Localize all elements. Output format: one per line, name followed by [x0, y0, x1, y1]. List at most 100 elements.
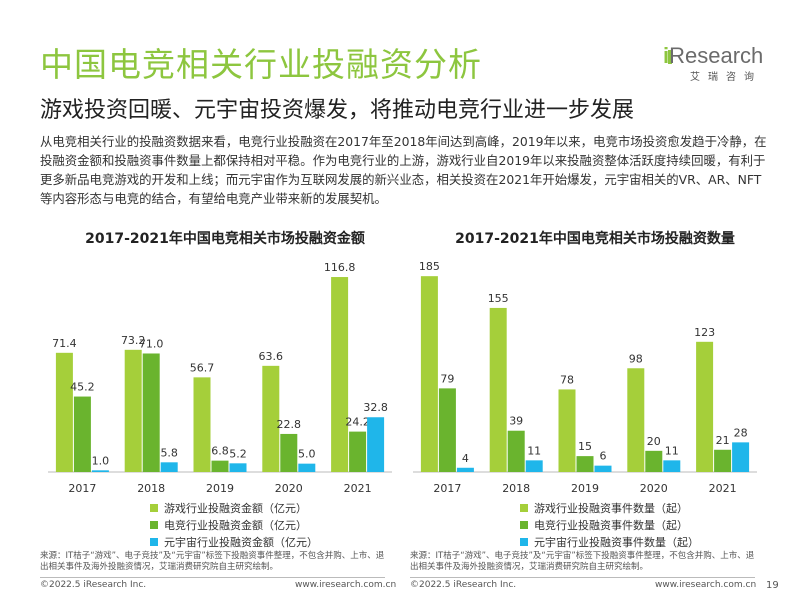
footer-copyright-left: ©2022.5 iResearch Inc. [40, 580, 147, 590]
legend-item: 元宇宙行业投融资事件数量（起） [520, 534, 699, 551]
legend-item: 游戏行业投融资金额（亿元） [150, 500, 318, 517]
legend-swatch-metaverse [520, 538, 528, 546]
data-label-esports-2020: 20 [647, 435, 661, 448]
bar-esports-2020 [645, 450, 663, 472]
x-tick-label-2020: 2020 [275, 482, 303, 495]
bar-metaverse-2017 [456, 467, 474, 472]
x-tick-label-2018: 2018 [137, 482, 165, 495]
data-label-game-2021: 116.8 [324, 261, 356, 274]
data-label-metaverse-2019: 6 [600, 450, 607, 463]
data-label-game-2020: 98 [629, 352, 643, 365]
data-label-game-2021: 123 [694, 326, 715, 339]
logo-tagline: 艾瑞咨询 [690, 72, 762, 83]
legend-item: 电竞行业投融资金额（亿元） [150, 517, 318, 534]
data-label-metaverse-2017: 4 [462, 452, 469, 465]
legend-item: 电竞行业投融资事件数量（起） [520, 517, 699, 534]
data-label-esports-2018: 39 [509, 415, 523, 428]
bar-game-2018 [489, 307, 507, 472]
bar-metaverse-2020 [663, 460, 681, 472]
page-title: 中国电竞相关行业投融资分析 [40, 45, 482, 84]
data-label-metaverse-2017: 1.0 [92, 454, 110, 467]
data-label-game-2017: 71.4 [52, 337, 76, 350]
bar-game-2021 [331, 277, 349, 472]
x-tick-label-2019: 2019 [571, 482, 599, 495]
bar-game-2020 [627, 368, 645, 472]
legend-swatch-game [520, 504, 528, 512]
footer-url-left: www.iresearch.com.cn [295, 580, 397, 590]
bar-game-2017 [420, 276, 438, 472]
x-tick-label-2017: 2017 [68, 482, 96, 495]
footer-url-right: www.iresearch.com.cn [655, 580, 757, 590]
legend-swatch-game [150, 504, 158, 512]
bar-esports-2017 [73, 396, 91, 472]
data-label-metaverse-2020: 11 [665, 444, 679, 457]
bar-metaverse-2021 [367, 417, 385, 472]
bar-game-2018 [124, 349, 142, 472]
data-label-esports-2021: 24.2 [345, 416, 370, 429]
count-bar-chart: 185 79 4 2017 155 39 11 2018 78 15 6 2019 98 20 11 2020… [413, 260, 757, 495]
data-label-metaverse-2021: 28 [734, 426, 748, 439]
bar-metaverse-2018 [160, 462, 178, 472]
logo-i: i [663, 43, 670, 68]
data-label-game-2018: 155 [488, 292, 509, 305]
legend-swatch-esports [150, 521, 158, 529]
x-tick-label-2018: 2018 [502, 482, 530, 495]
x-tick-label-2021: 2021 [344, 482, 372, 495]
bar-metaverse-2020 [298, 463, 316, 472]
data-label-game-2019: 56.7 [190, 361, 215, 374]
chart-title-amount: 2017-2021年中国电竞相关市场投融资金额 [85, 231, 365, 247]
bar-esports-2021 [714, 449, 732, 472]
data-label-esports-2017: 45.2 [70, 381, 95, 394]
legend-swatch-metaverse [150, 538, 158, 546]
page-number: 19 [766, 580, 779, 591]
bar-esports-2020 [280, 433, 298, 472]
data-label-metaverse-2021: 32.8 [363, 401, 388, 414]
data-label-esports-2021: 21 [716, 434, 730, 447]
bar-metaverse-2019 [594, 465, 612, 472]
footer-copyright-right: ©2022.5 iResearch Inc. [410, 580, 517, 590]
bar-esports-2018 [507, 430, 525, 472]
data-label-game-2018: 73.2 [121, 334, 146, 347]
chart-title-count: 2017-2021年中国电竞相关市场投融资数量 [455, 231, 735, 247]
data-label-esports-2020: 22.8 [277, 418, 302, 431]
bar-metaverse-2018 [525, 460, 543, 472]
footer-divider-left [40, 577, 385, 578]
x-tick-label-2019: 2019 [206, 482, 234, 495]
data-label-metaverse-2019: 5.2 [229, 447, 247, 460]
logo-research: Research [669, 43, 764, 68]
data-label-metaverse-2018: 11 [527, 444, 541, 457]
bar-esports-2021 [349, 431, 367, 472]
bar-metaverse-2019 [229, 463, 247, 472]
page-subtitle: 游戏投资回暖、元宇宙投资爆发，将推动电竞行业进一步发展 [40, 98, 635, 123]
data-label-metaverse-2020: 5.0 [298, 448, 316, 461]
bar-esports-2017 [438, 388, 456, 472]
bar-game-2019 [193, 377, 211, 472]
data-label-esports-2019: 6.8 [211, 445, 229, 458]
body-paragraph: 从电竞相关行业的投融资数据来看，电竞行业投融资在2017年至2018年间达到高峰… [40, 134, 767, 206]
data-label-esports-2017: 79 [440, 372, 454, 385]
legend-count: 游戏行业投融资事件数量（起） 电竞行业投融资事件数量（起） 元宇宙行业投融资事件… [520, 500, 699, 551]
legend-item: 元宇宙行业投融资金额（亿元） [150, 534, 318, 551]
legend-amount: 游戏行业投融资金额（亿元） 电竞行业投融资金额（亿元） 元宇宙行业投融资金额（亿… [150, 500, 318, 551]
x-tick-label-2021: 2021 [709, 482, 737, 495]
bar-game-2020 [262, 365, 280, 472]
data-label-esports-2018: 71.0 [139, 337, 164, 350]
data-label-game-2017: 185 [419, 260, 440, 273]
logo-accent [668, 50, 672, 64]
footer-divider-right [410, 577, 755, 578]
amount-bar-chart: 71.4 45.2 1.0 2017 73.271.0 5.8 2018 56.7 6.8 5.2… [48, 261, 392, 495]
iresearch-logo: iResearch [663, 43, 763, 69]
data-label-esports-2019: 15 [578, 440, 592, 453]
legend-item: 游戏行业投融资事件数量（起） [520, 500, 699, 517]
data-label-game-2019: 78 [560, 373, 574, 386]
bar-game-2017 [55, 352, 73, 472]
source-note-left: 来源：IT桔子“游戏”、电子竞技”及“元宇宙”标签下投融资事件整理，不包含并购、… [40, 551, 385, 572]
data-label-metaverse-2018: 5.8 [160, 446, 178, 459]
data-label-game-2020: 63.6 [259, 350, 284, 363]
source-note-right: 来源：IT桔子“游戏”、电子竞技”及“元宇宙”标签下投融资事件整理，不包含并购、… [410, 551, 755, 572]
bar-esports-2018 [142, 353, 160, 472]
bar-esports-2019 [211, 460, 229, 472]
bar-esports-2019 [576, 456, 594, 472]
bar-metaverse-2017 [91, 470, 109, 472]
bar-game-2019 [558, 389, 576, 472]
